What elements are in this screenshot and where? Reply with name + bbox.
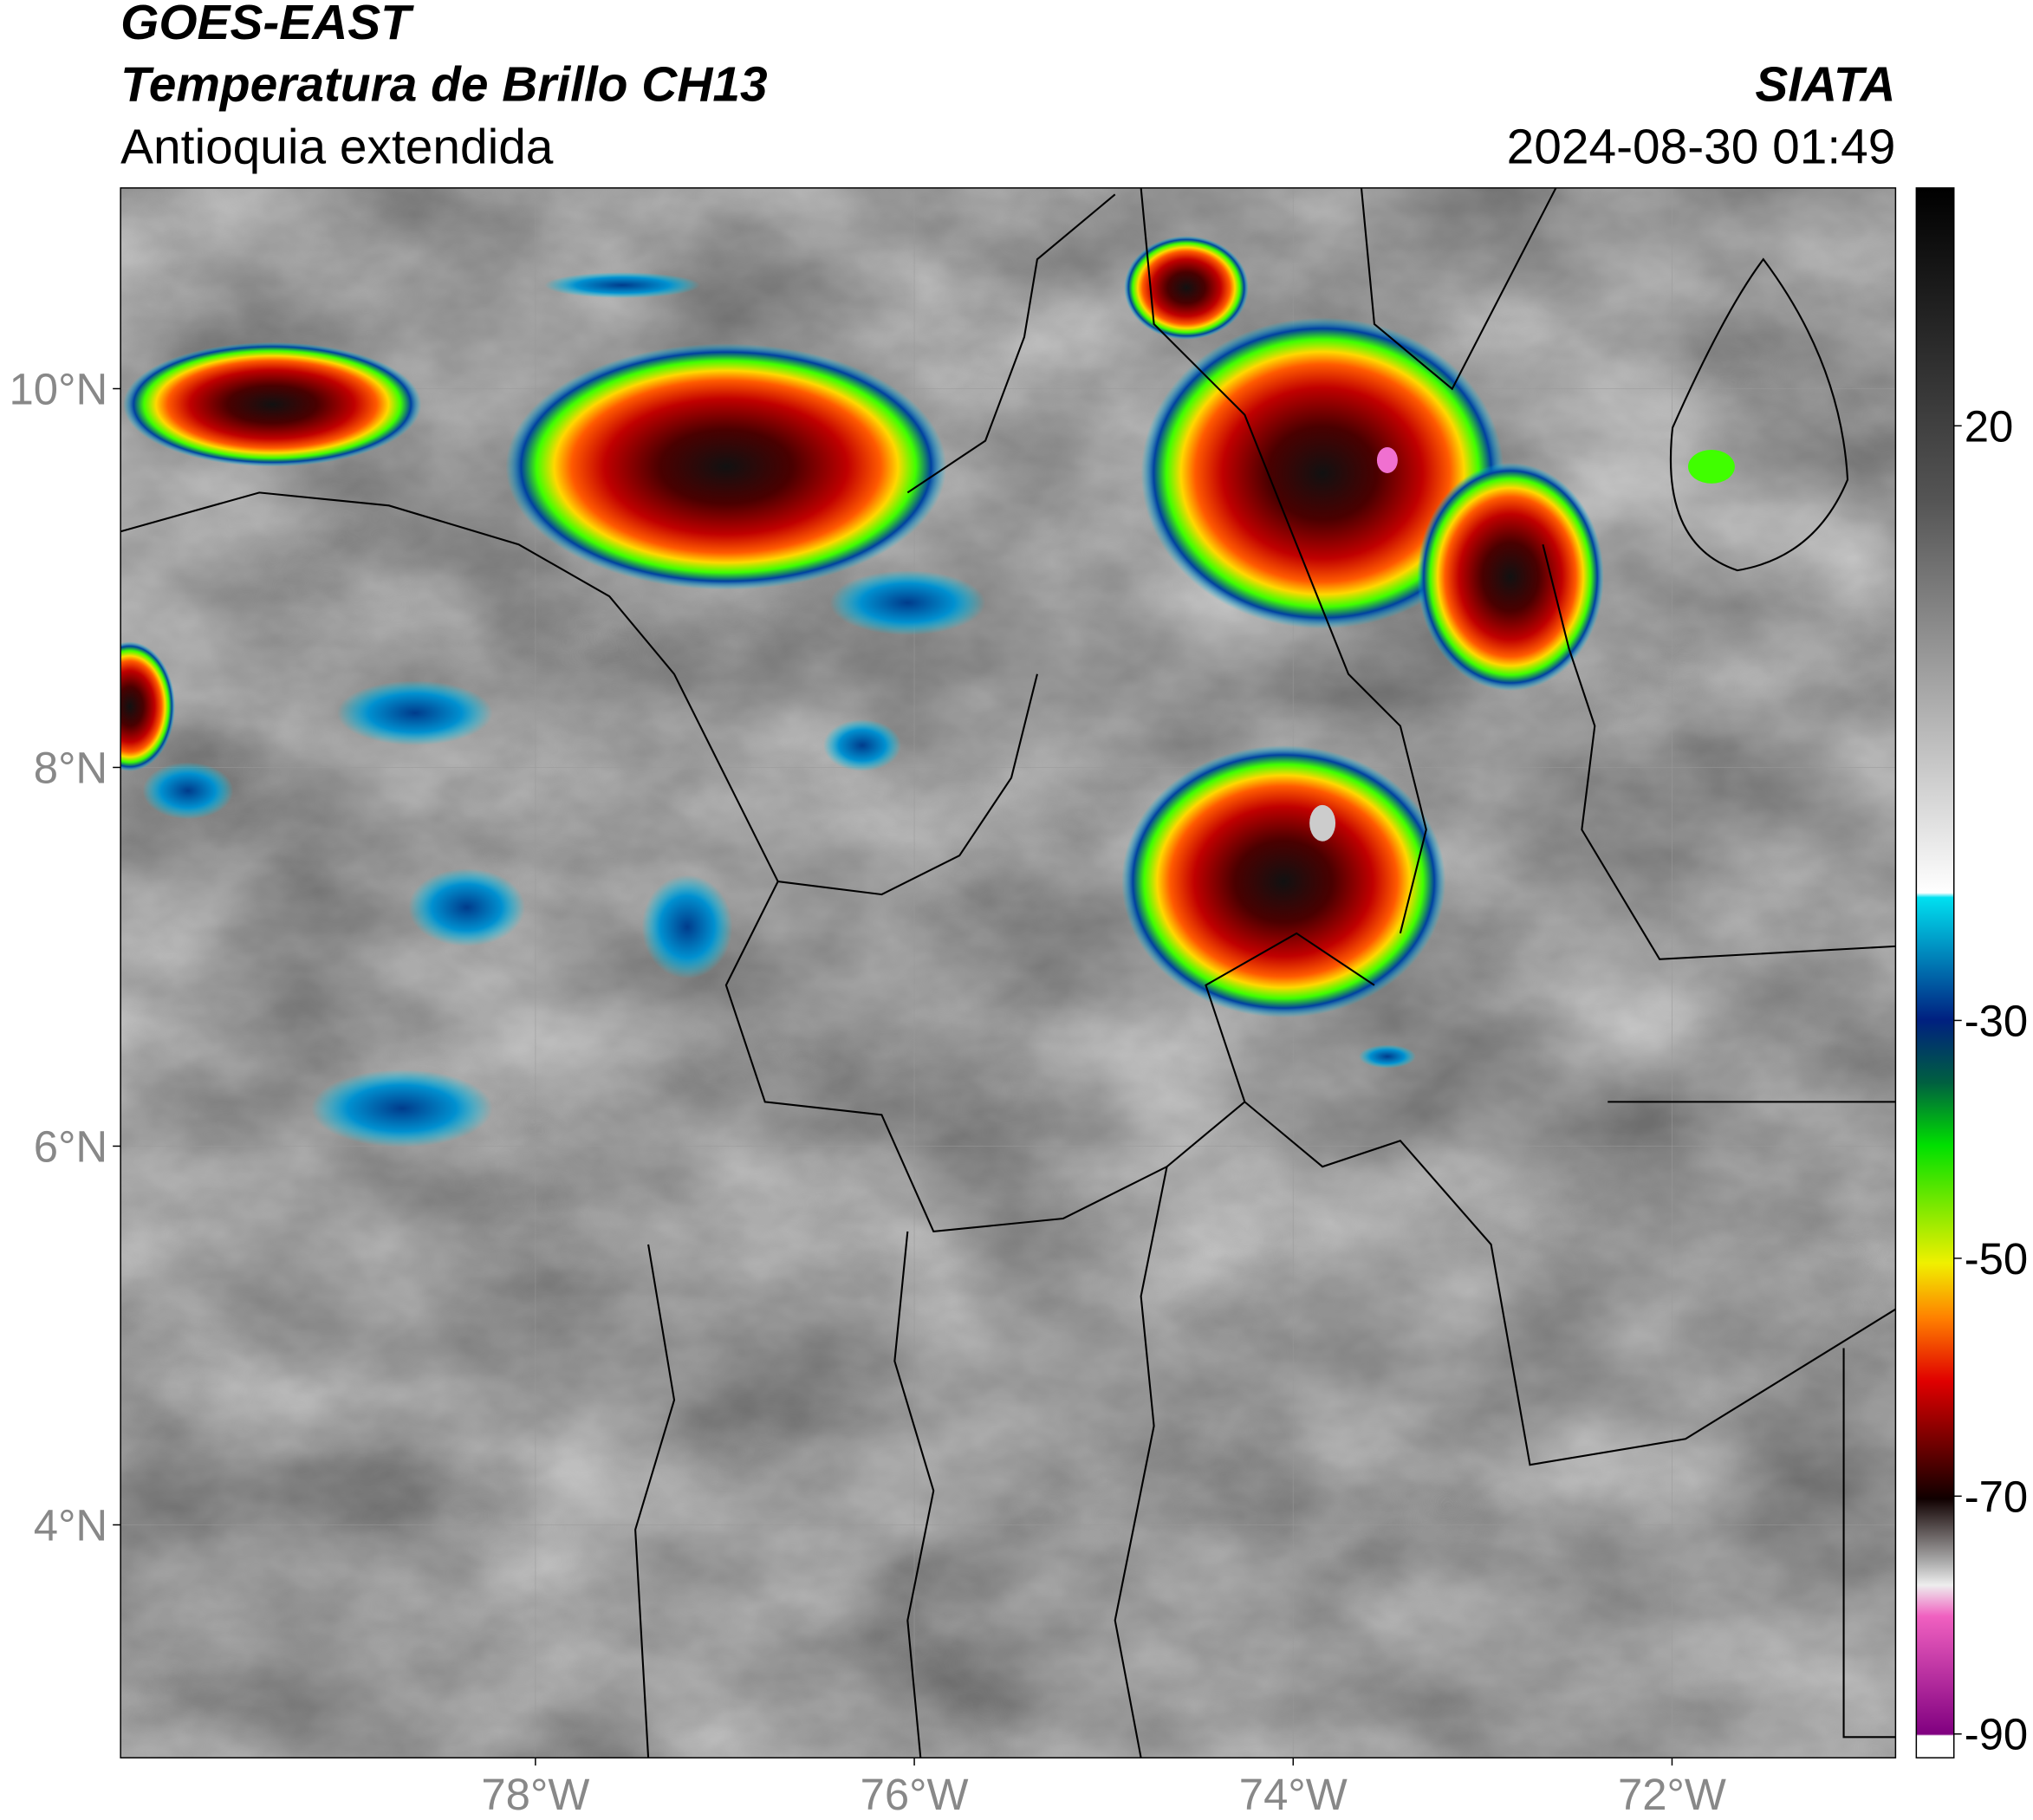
satellite: GOES-EAST [120,0,414,50]
colorbar-tick-label: -50 [1965,1234,2029,1284]
cloud-field [120,187,1896,1758]
datetime: 2024-08-30 01:49 [1507,120,1896,174]
colorbar-ticks: 20 -30 -50 -70 -90 [1953,401,2029,1759]
lon-tick-label: 72°W [1618,1770,1726,1819]
lat-tick-label: 4°N [34,1500,107,1550]
lat-tick-label: 8°N [34,743,107,792]
colorbar [1915,187,1955,1758]
convective-storms [120,236,1735,1018]
lon-tick-label: 76°W [861,1770,969,1819]
colorbar-tick-label: -90 [1965,1710,2029,1759]
product: Temperatura de Brillo CH13 [120,58,767,113]
map [120,187,1896,1758]
colorbar-tick-label: -30 [1965,996,2029,1045]
map-ticks: 78°W 76°W 74°W 72°W 10°N 8°N 6°N 4°N [10,364,1726,1819]
region: Antioquia extendida [120,120,554,174]
lat-tick-label: 6°N [34,1121,107,1171]
colorbar-tick-label: 20 [1965,401,2014,451]
source: SIATA [1755,58,1895,113]
lon-tick-label: 78°W [481,1770,589,1819]
borders [120,187,1896,1758]
cold-patches [142,272,1416,1147]
colorbar-tick-label: -70 [1965,1472,2029,1521]
map-frame [120,187,1897,1758]
lon-tick-label: 74°W [1239,1770,1348,1819]
lat-tick-label: 10°N [10,364,108,413]
